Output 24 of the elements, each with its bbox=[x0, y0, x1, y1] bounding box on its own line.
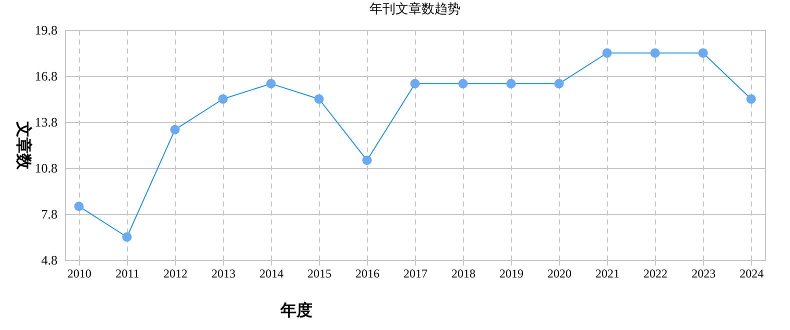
x-tick-label: 2014 bbox=[259, 266, 284, 280]
x-tick-label: 2015 bbox=[307, 266, 332, 280]
x-tick-label: 2022 bbox=[644, 266, 668, 280]
y-tick-label: 13.8 bbox=[34, 114, 58, 130]
x-tick-label: 2024 bbox=[740, 266, 764, 280]
x-tick-label: 2011 bbox=[116, 266, 140, 280]
x-axis-title: 年度 bbox=[280, 300, 312, 320]
x-tick-label: 2010 bbox=[67, 266, 92, 280]
y-tick-label: 10.8 bbox=[34, 160, 58, 176]
y-tick-label: 19.8 bbox=[34, 22, 58, 38]
chart-title: 年刊文章数趋势 bbox=[370, 1, 460, 16]
x-tick-label: 2023 bbox=[692, 266, 716, 280]
x-tick-label: 2021 bbox=[596, 266, 620, 280]
x-tick-label: 2018 bbox=[452, 266, 476, 280]
x-tick-label: 2020 bbox=[548, 266, 572, 280]
y-axis-title: 文章数 bbox=[14, 120, 32, 170]
y-tick-label: 7.8 bbox=[41, 206, 58, 222]
y-tick-label: 4.8 bbox=[41, 252, 58, 268]
x-tick-label: 2016 bbox=[355, 266, 380, 280]
x-tick-label: 2013 bbox=[211, 266, 236, 280]
x-tick-label: 2019 bbox=[500, 266, 524, 280]
x-tick-label: 2017 bbox=[404, 266, 428, 280]
y-tick-label: 16.8 bbox=[34, 68, 58, 84]
x-tick-label: 2012 bbox=[163, 266, 188, 280]
